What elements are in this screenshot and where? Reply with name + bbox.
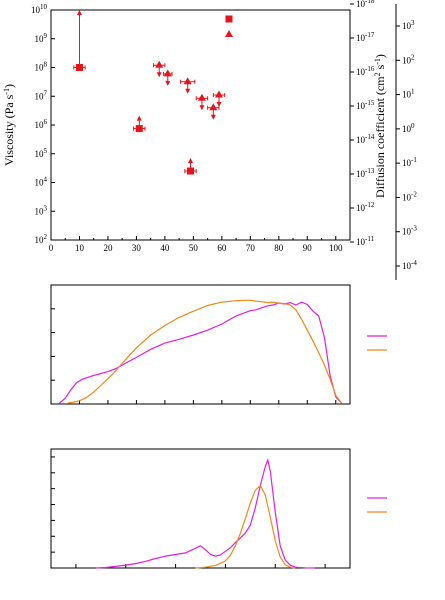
x-tick-label: 20 xyxy=(103,243,113,253)
limit-arrowhead xyxy=(165,80,171,86)
data-point-square xyxy=(75,64,83,71)
panel-c xyxy=(50,448,387,569)
mixing-tick-label: 10-3 xyxy=(402,225,417,237)
y-tick-label: 103 xyxy=(35,204,48,216)
legend xyxy=(225,15,233,37)
mixing-tick-label: 101 xyxy=(402,88,415,100)
diffusion-tick-label: 10-16 xyxy=(356,65,375,77)
diffusion-tick-label: 10-18 xyxy=(356,0,375,9)
mixing-tick-label: 10-1 xyxy=(402,156,417,168)
y-tick-label: 102 xyxy=(35,233,48,245)
diffusion-tick-label: 10-13 xyxy=(356,167,375,179)
mixing-tick-label: 102 xyxy=(402,53,415,65)
panel-a: 0 10 20 30 40 50 60 70 80 90 100 102 103 104 105 106 107… xyxy=(2,0,417,280)
y-tick-label: 1010 xyxy=(31,3,48,15)
y-axis-label: Viscosity (Pa s-1) xyxy=(2,84,16,166)
limit-arrowhead xyxy=(136,115,142,121)
y-tick-label: 105 xyxy=(35,147,48,159)
series-line-january xyxy=(59,301,342,404)
x-tick-label: 60 xyxy=(217,243,227,253)
mixing-tick-label: 100 xyxy=(402,122,415,134)
limit-arrowhead xyxy=(199,105,205,111)
y-tick-label: 109 xyxy=(35,32,48,44)
x-tick-label: 10 xyxy=(75,243,85,253)
plot-frame xyxy=(50,448,351,569)
y-tick-label: 104 xyxy=(35,176,48,188)
mixing-tick-label: 10-4 xyxy=(402,259,417,271)
series-line-july xyxy=(195,484,296,569)
data-point-triangle xyxy=(209,103,218,111)
mixing-tick-label: 10-2 xyxy=(402,190,417,202)
panel-b xyxy=(50,284,387,405)
diffusion-axis-label: Diffusion coefficient (cm2 s-1) xyxy=(373,54,387,198)
limit-arrowhead xyxy=(188,158,194,164)
y-tick-label: 106 xyxy=(35,118,48,130)
x-tick-label: 30 xyxy=(132,243,142,253)
plot-frame xyxy=(50,284,351,405)
limit-arrowhead xyxy=(156,72,162,78)
series-line-january xyxy=(95,458,316,569)
limit-arrowhead xyxy=(185,88,191,94)
data-point-triangle xyxy=(197,93,206,101)
x-tick-label: 100 xyxy=(329,243,343,253)
limit-arrowhead xyxy=(76,10,82,15)
diffusion-tick-label: 10-12 xyxy=(356,201,375,213)
limit-arrowhead xyxy=(216,102,222,108)
x-tick-label: 80 xyxy=(274,243,284,253)
x-tick-label: 70 xyxy=(246,243,256,253)
data-point-triangle xyxy=(163,69,172,77)
data-point-triangle xyxy=(215,90,224,98)
data-point-square xyxy=(135,125,143,133)
y-tick-label: 107 xyxy=(35,89,48,101)
diffusion-tick-label: 10-15 xyxy=(356,99,375,111)
x-tick-label: 40 xyxy=(160,243,170,253)
legend-marker-square xyxy=(225,15,233,23)
limit-arrowhead xyxy=(210,114,216,120)
data-point-triangle xyxy=(155,60,164,68)
data-point-triangle xyxy=(183,77,192,85)
mixing-tick-label: 103 xyxy=(402,19,415,31)
diffusion-tick-label: 10-17 xyxy=(356,31,375,43)
data-point-square xyxy=(187,167,195,175)
diffusion-tick-label: 10-14 xyxy=(356,133,375,145)
series-line-july xyxy=(68,299,342,404)
x-tick-label: 50 xyxy=(189,243,199,253)
plot-frame xyxy=(50,9,351,241)
legend-marker-triangle xyxy=(225,30,233,37)
x-tick-label: 90 xyxy=(303,243,313,253)
y-tick-label: 108 xyxy=(35,61,48,73)
diffusion-tick-label: 10-11 xyxy=(356,235,375,247)
x-tick-label: 0 xyxy=(49,243,54,253)
